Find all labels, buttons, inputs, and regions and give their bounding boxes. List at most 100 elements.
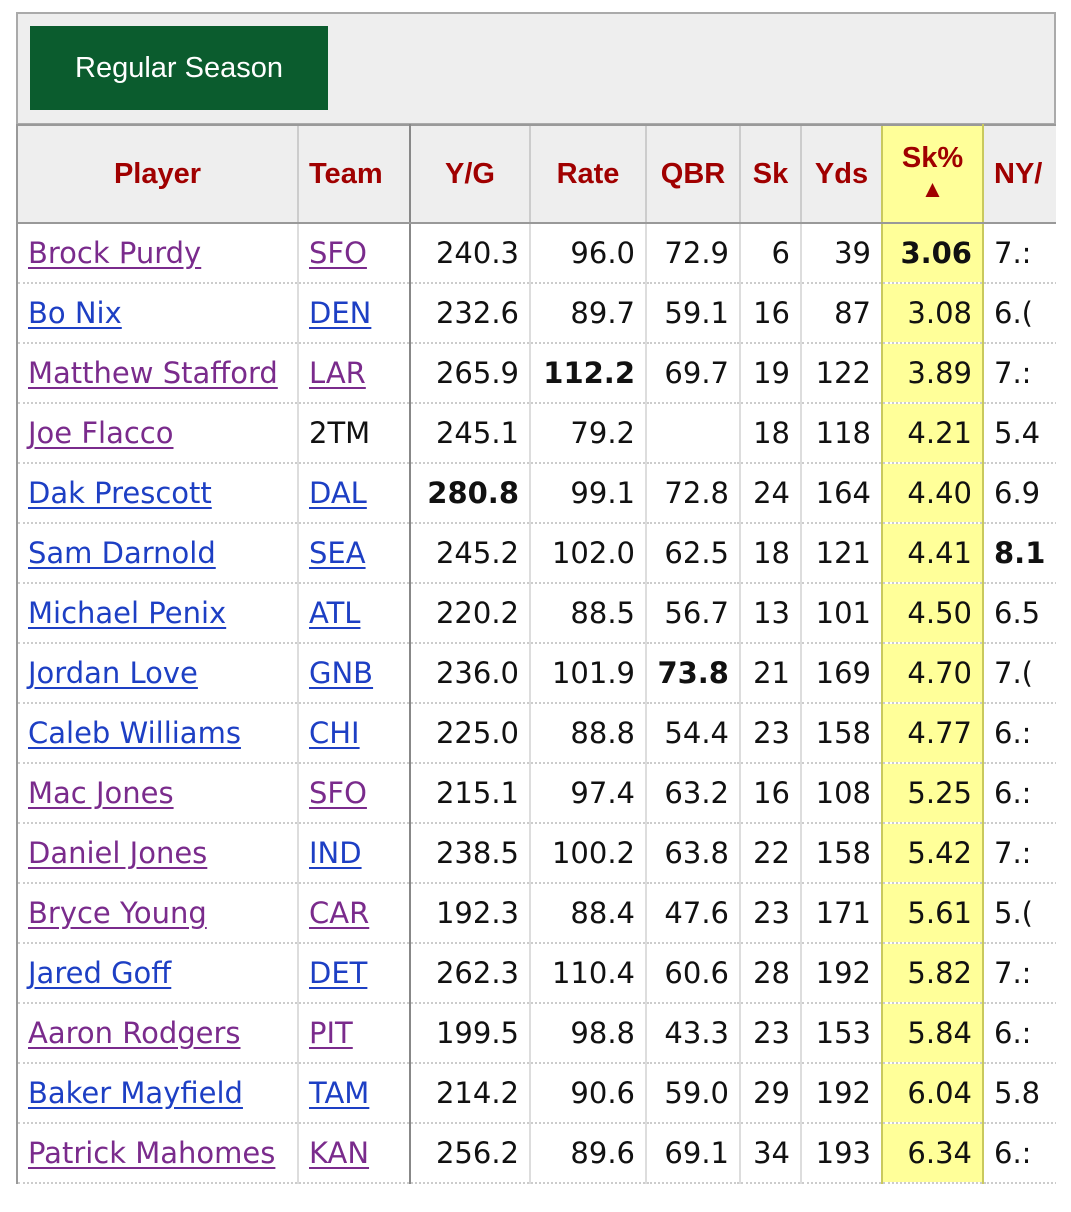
sk-cell: 16 — [739, 763, 801, 824]
rate-cell: 99.1 — [529, 463, 646, 524]
yds-cell: 122 — [800, 343, 882, 404]
qbr-cell: 59.1 — [645, 283, 740, 344]
team-link[interactable]: GNB — [309, 656, 374, 690]
tab-regular-season[interactable]: Regular Season — [30, 26, 328, 110]
player-link[interactable]: Michael Penix — [28, 596, 227, 630]
sort-ascending-icon: ▲ — [920, 176, 945, 203]
team-link[interactable]: DAL — [309, 476, 367, 510]
sk-cell: 6 — [739, 223, 801, 284]
player-link[interactable]: Patrick Mahomes — [28, 1136, 276, 1170]
player-link[interactable]: Mac Jones — [28, 776, 174, 810]
sk-pct-cell: 4.77 — [881, 703, 984, 764]
header-yg[interactable]: Y/G — [409, 124, 530, 224]
player-cell: Mac Jones — [16, 763, 298, 824]
sk-pct-cell: 4.50 — [881, 583, 984, 644]
player-cell: Aaron Rodgers — [16, 1003, 298, 1064]
sk-cell: 18 — [739, 523, 801, 584]
yds-cell: 108 — [800, 763, 882, 824]
sk-pct-cell: 6.04 — [881, 1063, 984, 1124]
player-cell: Michael Penix — [16, 583, 298, 644]
player-cell: Brock Purdy — [16, 223, 298, 284]
sk-pct-cell: 4.40 — [881, 463, 984, 524]
team-link[interactable]: KAN — [309, 1136, 370, 1170]
team-cell: DEN — [297, 283, 411, 344]
player-cell: Sam Darnold — [16, 523, 298, 584]
nya-cell: 5.8 — [982, 1063, 1056, 1124]
player-link[interactable]: Joe Flacco — [28, 416, 174, 450]
yg-cell: 192.3 — [409, 883, 530, 944]
team-link[interactable]: LAR — [309, 356, 366, 390]
team-link[interactable]: PIT — [309, 1016, 353, 1050]
team-link[interactable]: DEN — [309, 296, 372, 330]
nya-cell: 6.: — [982, 763, 1056, 824]
team-link[interactable]: CAR — [309, 896, 370, 930]
yg-cell: 245.1 — [409, 403, 530, 464]
rate-cell: 98.8 — [529, 1003, 646, 1064]
sk-cell: 19 — [739, 343, 801, 404]
yg-cell: 238.5 — [409, 823, 530, 884]
team-link[interactable]: SFO — [309, 236, 367, 270]
player-link[interactable]: Matthew Stafford — [28, 356, 278, 390]
sk-cell: 21 — [739, 643, 801, 704]
header-rate[interactable]: Rate — [529, 124, 646, 224]
player-link[interactable]: Baker Mayfield — [28, 1076, 243, 1110]
player-link[interactable]: Jordan Love — [28, 656, 198, 690]
team-link[interactable]: SFO — [309, 776, 367, 810]
nya-cell: 7.: — [982, 223, 1056, 284]
player-link[interactable]: Bo Nix — [28, 296, 122, 330]
team-cell: LAR — [297, 343, 411, 404]
qbr-cell: 63.8 — [645, 823, 740, 884]
nya-cell: 5.4 — [982, 403, 1056, 464]
yds-cell: 192 — [800, 1063, 882, 1124]
nya-cell: 6.5 — [982, 583, 1056, 644]
yg-cell: 199.5 — [409, 1003, 530, 1064]
rate-cell: 101.9 — [529, 643, 646, 704]
header-yds[interactable]: Yds — [800, 124, 882, 224]
player-link[interactable]: Aaron Rodgers — [28, 1016, 241, 1050]
player-cell: Daniel Jones — [16, 823, 298, 884]
rate-cell: 100.2 — [529, 823, 646, 884]
team-link[interactable]: SEA — [309, 536, 366, 570]
team-link[interactable]: TAM — [309, 1076, 370, 1110]
team-cell: PIT — [297, 1003, 411, 1064]
header-team[interactable]: Team — [297, 124, 411, 224]
qbr-cell: 62.5 — [645, 523, 740, 584]
rate-cell: 79.2 — [529, 403, 646, 464]
team-label: 2TM — [309, 416, 371, 450]
sk-pct-cell: 5.84 — [881, 1003, 984, 1064]
team-link[interactable]: DET — [309, 956, 368, 990]
nya-cell: 6.: — [982, 703, 1056, 764]
yds-cell: 193 — [800, 1123, 882, 1184]
sk-pct-cell: 6.34 — [881, 1123, 984, 1184]
team-link[interactable]: IND — [309, 836, 362, 870]
player-link[interactable]: Sam Darnold — [28, 536, 216, 570]
header-sk-pct[interactable]: Sk% ▲ — [881, 124, 984, 224]
player-link[interactable]: Dak Prescott — [28, 476, 212, 510]
table-row: Daniel Jones IND 238.5 100.2 63.8 22 158 5.42 7.… — [16, 823, 1056, 884]
sk-cell: 34 — [739, 1123, 801, 1184]
player-link[interactable]: Brock Purdy — [28, 236, 202, 270]
player-link[interactable]: Bryce Young — [28, 896, 207, 930]
team-cell: DET — [297, 943, 411, 1004]
team-link[interactable]: CHI — [309, 716, 360, 750]
header-nya[interactable]: NY/ — [982, 124, 1056, 224]
player-link[interactable]: Daniel Jones — [28, 836, 208, 870]
table-row: Sam Darnold SEA 245.2 102.0 62.5 18 121 4.41 8.1 — [16, 523, 1056, 584]
header-qbr[interactable]: QBR — [645, 124, 740, 224]
team-cell: ATL — [297, 583, 411, 644]
qbr-cell: 54.4 — [645, 703, 740, 764]
player-link[interactable]: Jared Goff — [28, 956, 172, 990]
passing-stats-table: Player Team Y/G Rate QBR Sk Yds Sk% ▲ NY… — [16, 124, 1056, 1184]
nya-cell: 7.: — [982, 343, 1056, 404]
player-link[interactable]: Caleb Williams — [28, 716, 241, 750]
team-link[interactable]: ATL — [309, 596, 361, 630]
sk-cell: 22 — [739, 823, 801, 884]
nya-cell: 6.: — [982, 1123, 1056, 1184]
team-cell: CHI — [297, 703, 411, 764]
yg-cell: 225.0 — [409, 703, 530, 764]
header-player[interactable]: Player — [16, 124, 298, 224]
qbr-cell: 73.8 — [645, 643, 740, 704]
qbr-cell: 59.0 — [645, 1063, 740, 1124]
header-sk[interactable]: Sk — [739, 124, 801, 224]
player-cell: Caleb Williams — [16, 703, 298, 764]
